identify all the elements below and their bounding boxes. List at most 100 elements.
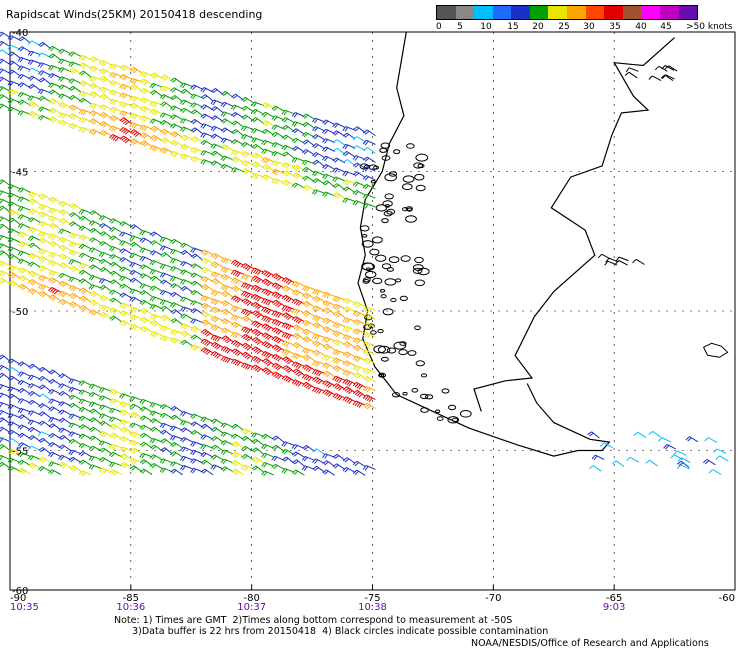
wind-barb (230, 259, 244, 268)
barb-shaft (122, 302, 133, 308)
barb-feather (354, 383, 359, 388)
barb-feather (232, 105, 237, 111)
barb-feather (7, 98, 12, 103)
barb-shaft (42, 41, 51, 49)
barb-feather (141, 116, 146, 122)
barb-feather (48, 252, 52, 257)
barb-feather (283, 152, 289, 157)
barb-feather (267, 291, 272, 297)
barb-feather (232, 121, 238, 126)
fjord-island (384, 173, 398, 182)
wind-barb (271, 353, 285, 362)
barb-feather (322, 191, 327, 197)
barb-feather (210, 289, 215, 295)
barb-shaft (31, 191, 41, 197)
wind-barb (292, 172, 305, 180)
barb-feather (149, 285, 154, 291)
wind-barb (362, 349, 376, 357)
barb-feather (111, 126, 115, 132)
wind-barb (27, 217, 41, 224)
barb-feather (263, 112, 268, 118)
barb-feather (277, 339, 282, 344)
barb-feather (31, 464, 37, 469)
barb-shaft (265, 111, 275, 118)
wind-barb (58, 119, 72, 127)
barb-feather (220, 164, 225, 169)
barb-shaft (316, 295, 325, 303)
barb-feather (119, 266, 124, 272)
barb-feather (233, 425, 238, 429)
barb-feather (324, 461, 329, 466)
barb-feather (0, 40, 2, 44)
barb-feather (253, 365, 258, 370)
wind-barb (702, 458, 716, 466)
barb-feather (303, 168, 309, 173)
barb-feather (28, 363, 33, 368)
barb-feather (194, 149, 199, 154)
barb-feather (326, 346, 331, 351)
barb-feather (342, 186, 348, 191)
barb-feather (72, 467, 77, 472)
barb-feather (109, 270, 115, 275)
barb-shaft (305, 310, 315, 317)
wind-barb (78, 215, 92, 223)
wind-barb (8, 280, 21, 288)
barb-feather (68, 51, 73, 56)
barb-feather (236, 272, 241, 278)
barb-feather (230, 277, 236, 283)
barb-feather (222, 423, 227, 428)
barb-feather (244, 170, 250, 175)
barb-shaft (173, 105, 183, 112)
wind-barb (129, 277, 143, 285)
barb-feather (312, 340, 317, 345)
barb-shaft (102, 413, 112, 419)
barb-feather (149, 426, 155, 431)
wind-barb (240, 125, 254, 132)
barb-feather (38, 376, 43, 381)
barb-feather (50, 99, 55, 104)
barb-feather (39, 467, 45, 472)
barb-feather (253, 330, 258, 335)
barb-feather (37, 231, 42, 236)
barb-feather (305, 303, 311, 308)
barb-feather (253, 162, 258, 167)
barb-shaft (1, 205, 11, 213)
barb-feather (121, 321, 126, 326)
barb-feather (277, 313, 282, 318)
barb-feather (70, 52, 75, 57)
barb-shaft (326, 469, 336, 476)
barb-feather (210, 261, 215, 266)
barb-feather (293, 380, 298, 385)
wind-barb (160, 252, 173, 260)
barb-feather (140, 140, 145, 145)
fjord-island (384, 278, 397, 286)
barb-feather (129, 138, 134, 143)
barb-shaft (112, 254, 122, 260)
barb-feather (324, 318, 329, 324)
wind-barb (322, 326, 336, 333)
barb-feather (190, 458, 195, 463)
barb-feather (17, 432, 23, 437)
barb-feather (7, 192, 12, 198)
barb-feather (291, 182, 296, 187)
legend-swatch (529, 6, 549, 19)
barb-shaft (51, 406, 62, 413)
barb-shaft (305, 113, 315, 120)
barb-feather (281, 312, 287, 317)
barb-feather (27, 217, 33, 222)
wind-barb (271, 362, 285, 371)
barb-shaft (10, 80, 21, 86)
barb-feather (119, 231, 124, 237)
wind-barb (261, 470, 275, 477)
barb-feather (222, 467, 228, 472)
barb-feather (131, 96, 136, 102)
barb-feather (354, 201, 359, 206)
barb-shaft (0, 454, 11, 460)
barb-feather (0, 384, 4, 390)
barb-feather (273, 125, 278, 131)
wind-barb (342, 378, 356, 387)
barb-feather (149, 331, 154, 336)
barb-feather (332, 167, 337, 173)
barb-feather (315, 343, 321, 348)
barb-feather (342, 126, 347, 131)
